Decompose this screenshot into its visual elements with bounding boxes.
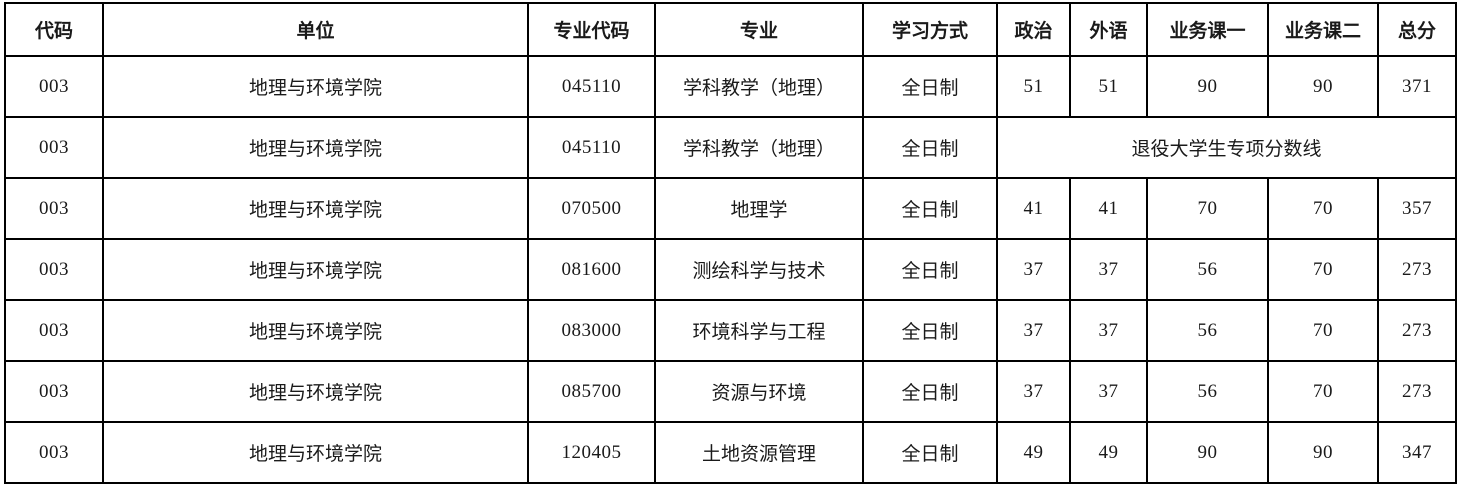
cell-business-course-1-score: 90: [1146, 421, 1269, 484]
cell-business-course-2-score: 70: [1267, 238, 1379, 301]
cell-special-note-merged: 退役大学生专项分数线: [996, 116, 1457, 179]
cell-foreign-language-score: 51: [1069, 55, 1148, 118]
header-politics: 政治: [996, 2, 1071, 57]
cell-major: 学科教学（地理）: [654, 116, 864, 179]
cell-business-course-1-score: 70: [1146, 177, 1269, 240]
cell-study-mode: 全日制: [862, 421, 998, 484]
header-total-score: 总分: [1377, 2, 1457, 57]
cell-foreign-language-score: 37: [1069, 238, 1148, 301]
cell-unit: 地理与环境学院: [102, 299, 529, 362]
cell-study-mode: 全日制: [862, 177, 998, 240]
cell-major: 测绘科学与技术: [654, 238, 864, 301]
cell-major-code: 045110: [527, 116, 656, 179]
cell-major: 土地资源管理: [654, 421, 864, 484]
cell-politics-score: 37: [996, 238, 1071, 301]
header-unit: 单位: [102, 2, 529, 57]
cell-total-score: 371: [1377, 55, 1457, 118]
cell-politics-score: 51: [996, 55, 1071, 118]
table-body: 003 地理与环境学院 045110 学科教学（地理） 全日制 51 51 90…: [4, 55, 1457, 484]
cell-unit: 地理与环境学院: [102, 116, 529, 179]
cell-business-course-1-score: 56: [1146, 360, 1269, 423]
cell-major-code: 083000: [527, 299, 656, 362]
cell-unit: 地理与环境学院: [102, 360, 529, 423]
header-foreign-language: 外语: [1069, 2, 1148, 57]
cell-code: 003: [4, 116, 104, 179]
cell-unit: 地理与环境学院: [102, 55, 529, 118]
header-row: 代码 单位 专业代码 专业 学习方式 政治 外语 业务课一 业务课二 总分: [4, 2, 1457, 57]
cell-major-code: 120405: [527, 421, 656, 484]
header-business-course-1: 业务课一: [1146, 2, 1269, 57]
cell-politics-score: 41: [996, 177, 1071, 240]
cell-code: 003: [4, 55, 104, 118]
cell-total-score: 273: [1377, 238, 1457, 301]
cell-politics-score: 49: [996, 421, 1071, 484]
cell-business-course-2-score: 90: [1267, 421, 1379, 484]
cell-business-course-2-score: 70: [1267, 360, 1379, 423]
header-business-course-2: 业务课二: [1267, 2, 1379, 57]
table-row: 003 地理与环境学院 070500 地理学 全日制 41 41 70 70 3…: [4, 177, 1457, 240]
cell-total-score: 357: [1377, 177, 1457, 240]
cell-unit: 地理与环境学院: [102, 177, 529, 240]
cell-total-score: 273: [1377, 299, 1457, 362]
table-row: 003 地理与环境学院 120405 土地资源管理 全日制 49 49 90 9…: [4, 421, 1457, 484]
cell-major-code: 081600: [527, 238, 656, 301]
cell-study-mode: 全日制: [862, 238, 998, 301]
header-major: 专业: [654, 2, 864, 57]
table-row: 003 地理与环境学院 085700 资源与环境 全日制 37 37 56 70…: [4, 360, 1457, 423]
cell-major-code: 085700: [527, 360, 656, 423]
cell-foreign-language-score: 49: [1069, 421, 1148, 484]
cell-business-course-1-score: 56: [1146, 299, 1269, 362]
cell-business-course-1-score: 90: [1146, 55, 1269, 118]
cell-foreign-language-score: 41: [1069, 177, 1148, 240]
cell-study-mode: 全日制: [862, 299, 998, 362]
cell-unit: 地理与环境学院: [102, 421, 529, 484]
cell-business-course-2-score: 70: [1267, 177, 1379, 240]
cell-study-mode: 全日制: [862, 360, 998, 423]
header-code: 代码: [4, 2, 104, 57]
cell-code: 003: [4, 238, 104, 301]
cell-total-score: 273: [1377, 360, 1457, 423]
table-row: 003 地理与环境学院 045110 学科教学（地理） 全日制 51 51 90…: [4, 55, 1457, 118]
cell-business-course-2-score: 90: [1267, 55, 1379, 118]
cell-major-code: 045110: [527, 55, 656, 118]
cell-business-course-1-score: 56: [1146, 238, 1269, 301]
cell-politics-score: 37: [996, 360, 1071, 423]
cell-politics-score: 37: [996, 299, 1071, 362]
cell-foreign-language-score: 37: [1069, 299, 1148, 362]
cell-major-code: 070500: [527, 177, 656, 240]
header-major-code: 专业代码: [527, 2, 656, 57]
cell-major: 资源与环境: [654, 360, 864, 423]
cell-code: 003: [4, 421, 104, 484]
header-study-mode: 学习方式: [862, 2, 998, 57]
cell-major: 学科教学（地理）: [654, 55, 864, 118]
table-row: 003 地理与环境学院 045110 学科教学（地理） 全日制 退役大学生专项分…: [4, 116, 1457, 179]
cell-code: 003: [4, 360, 104, 423]
cell-foreign-language-score: 37: [1069, 360, 1148, 423]
cell-study-mode: 全日制: [862, 55, 998, 118]
admission-score-table: 代码 单位 专业代码 专业 学习方式 政治 外语 业务课一 业务课二 总分 00…: [4, 2, 1457, 484]
cell-code: 003: [4, 299, 104, 362]
table-row: 003 地理与环境学院 083000 环境科学与工程 全日制 37 37 56 …: [4, 299, 1457, 362]
cell-study-mode: 全日制: [862, 116, 998, 179]
table-row: 003 地理与环境学院 081600 测绘科学与技术 全日制 37 37 56 …: [4, 238, 1457, 301]
table-header: 代码 单位 专业代码 专业 学习方式 政治 外语 业务课一 业务课二 总分: [4, 2, 1457, 57]
cell-unit: 地理与环境学院: [102, 238, 529, 301]
cell-total-score: 347: [1377, 421, 1457, 484]
cell-business-course-2-score: 70: [1267, 299, 1379, 362]
cell-major: 地理学: [654, 177, 864, 240]
cell-major: 环境科学与工程: [654, 299, 864, 362]
cell-code: 003: [4, 177, 104, 240]
